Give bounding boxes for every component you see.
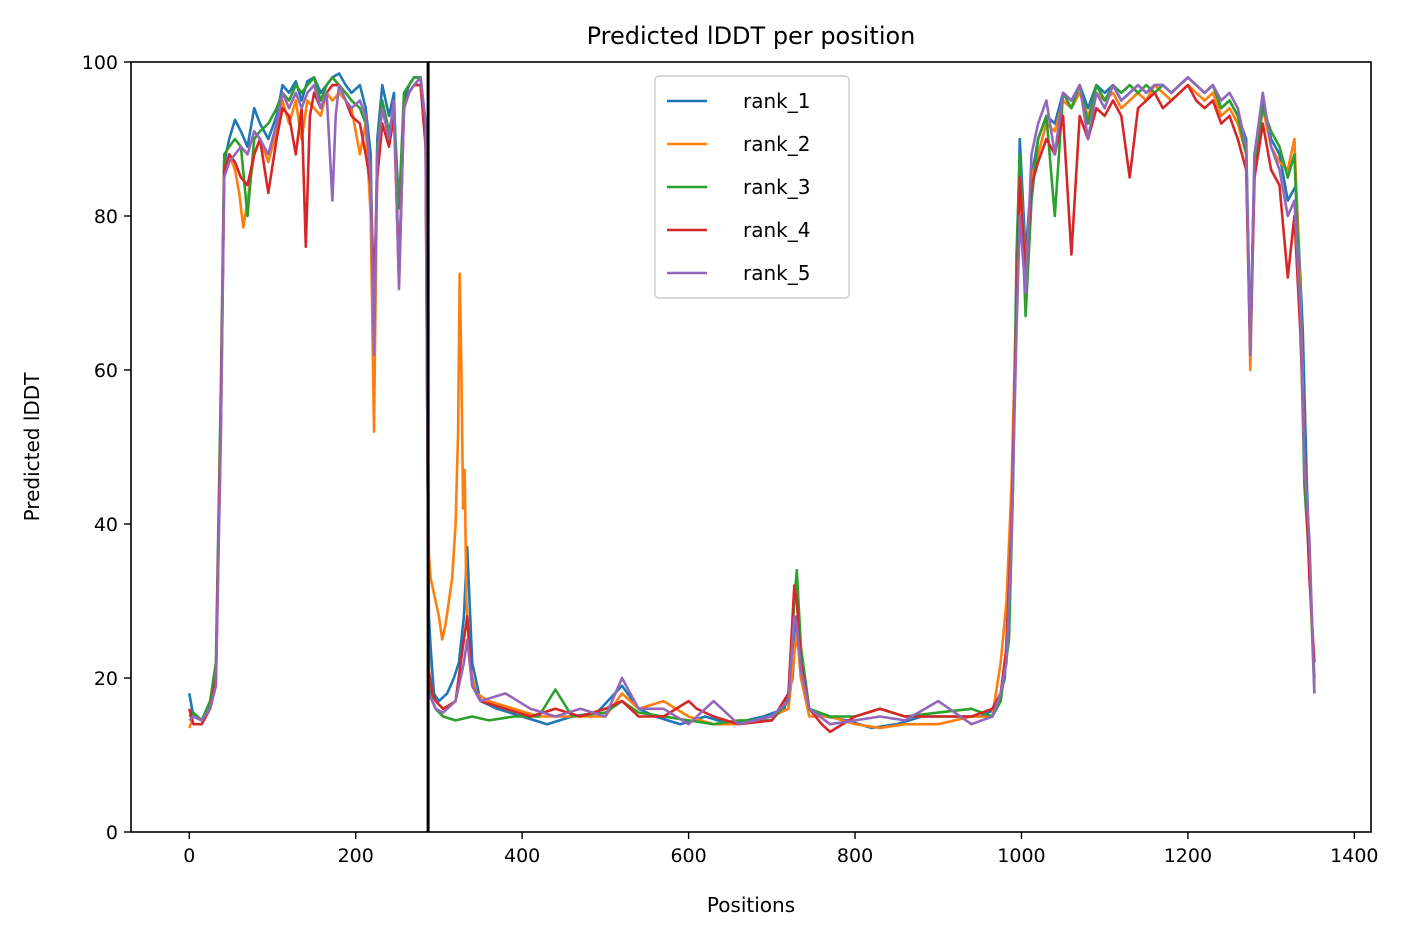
y-axis: 0 20 40 60 80 100: [82, 52, 131, 844]
x-tick-label: 1200: [1164, 845, 1212, 867]
y-tick-label: 100: [82, 52, 118, 74]
y-tick-label: 20: [94, 668, 118, 690]
legend-label: rank_2: [743, 132, 810, 156]
x-tick-label: 1400: [1330, 845, 1378, 867]
plot-area: [188, 62, 1316, 832]
legend-box: [654, 75, 850, 299]
x-tick-label: 400: [504, 845, 540, 867]
plot-frame: [130, 61, 1372, 833]
chart-title: Predicted lDDT per position: [587, 22, 916, 50]
y-tick-label: 80: [94, 206, 118, 228]
series-group: [188, 72, 1316, 734]
legend: rank_1 rank_2 rank_3 rank_4 rank_5: [654, 75, 850, 299]
x-tick-label: 1000: [997, 845, 1045, 867]
x-axis-title: Positions: [707, 893, 795, 917]
x-tick-label: 200: [338, 845, 374, 867]
x-axis: 0 200 400 600 800 1000 1200 1400: [183, 832, 1379, 867]
y-tick-label: 0: [106, 822, 118, 844]
series-line-rank-4: [188, 83, 1316, 734]
x-tick-label: 600: [670, 845, 706, 867]
y-tick-label: 60: [94, 360, 118, 382]
series-line-rank-5: [188, 76, 1316, 726]
legend-label: rank_5: [743, 261, 810, 285]
x-tick-label: 800: [837, 845, 873, 867]
legend-label: rank_3: [743, 175, 810, 199]
y-axis-title: Predicted lDDT: [20, 372, 44, 522]
legend-label: rank_4: [743, 218, 810, 242]
legend-label: rank_1: [743, 89, 810, 113]
x-tick-label: 0: [183, 845, 195, 867]
y-tick-label: 40: [94, 514, 118, 536]
